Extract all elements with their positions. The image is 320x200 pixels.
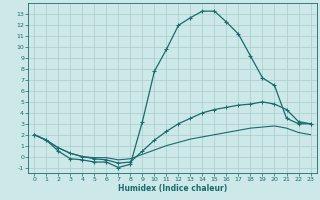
X-axis label: Humidex (Indice chaleur): Humidex (Indice chaleur) [118, 184, 227, 193]
